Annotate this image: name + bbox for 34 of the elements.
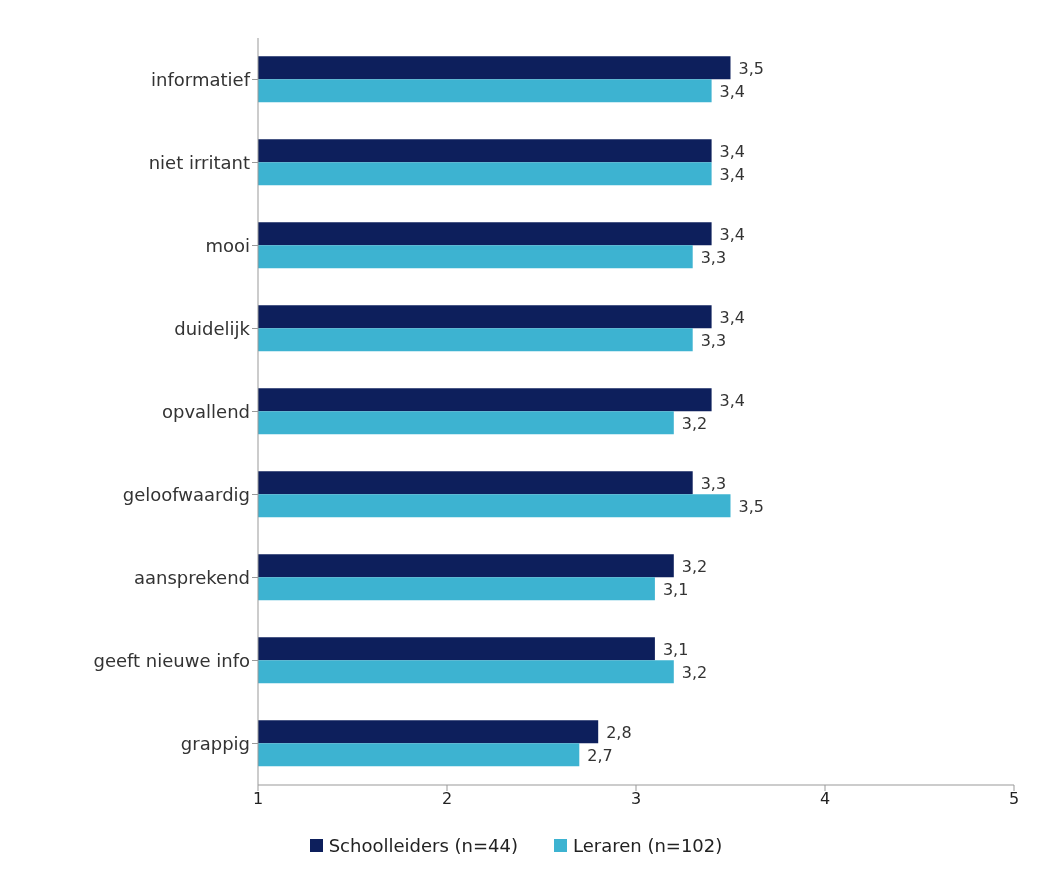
data-label: 3,1 — [662, 639, 689, 659]
y-tick-label: grappig — [180, 732, 250, 754]
y-tick-label: duidelijk — [174, 317, 251, 339]
data-label: 3,2 — [681, 662, 708, 682]
data-label: 3,4 — [719, 141, 746, 161]
data-label: 3,3 — [700, 330, 727, 350]
data-label: 3,4 — [719, 224, 746, 244]
x-tick-label: 4 — [819, 789, 831, 809]
legend-label: Schoolleiders (n=44) — [328, 835, 518, 856]
data-label: 2,8 — [606, 722, 632, 742]
data-label: 3,2 — [681, 413, 708, 433]
y-tick-label: geeft nieuwe info — [93, 649, 250, 671]
data-label: 3,4 — [719, 164, 746, 184]
data-label: 3,4 — [719, 81, 746, 101]
data-label: 3,4 — [719, 390, 746, 410]
legend-label: Leraren (n=102) — [572, 835, 723, 856]
data-label: 3,5 — [738, 496, 764, 516]
x-tick-label: 2 — [441, 789, 453, 809]
x-tick-label: 1 — [252, 789, 264, 809]
data-label: 3,5 — [738, 58, 764, 78]
data-label: 3,1 — [662, 579, 689, 599]
data-label: 3,4 — [719, 307, 746, 327]
y-tick-label: niet irritant — [148, 151, 250, 173]
x-tick-label: 5 — [1008, 789, 1020, 809]
data-label: 3,3 — [700, 473, 727, 493]
x-tick-label: 3 — [630, 789, 642, 809]
y-tick-label: aansprekend — [133, 566, 250, 588]
data-label: 3,3 — [700, 247, 727, 267]
y-tick-label: informatief — [151, 68, 251, 90]
y-tick-label: geloofwaardig — [122, 483, 250, 505]
data-label: 2,7 — [587, 745, 613, 765]
y-tick-label: mooi — [205, 234, 250, 256]
data-label: 3,2 — [681, 556, 708, 576]
y-tick-label: opvallend — [161, 400, 250, 422]
